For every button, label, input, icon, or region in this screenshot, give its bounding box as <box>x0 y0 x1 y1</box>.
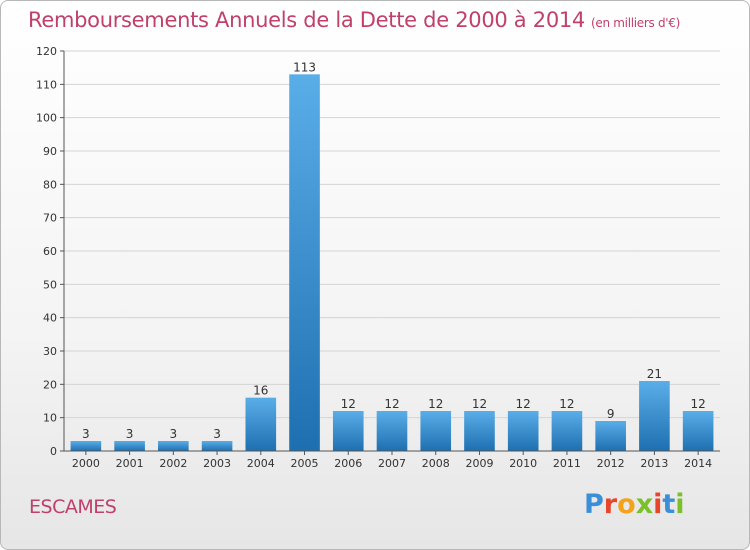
bar-2012 <box>595 421 626 451</box>
bar-2014 <box>682 411 714 451</box>
bar-2000 <box>70 441 102 451</box>
x-tick-label: 2010 <box>509 457 537 470</box>
bar-2007 <box>376 411 408 451</box>
bar-2003 <box>201 441 233 451</box>
proxiti-logo: Proxiti <box>584 489 685 520</box>
x-tick-label: 2008 <box>422 457 450 470</box>
logo-letter: i <box>675 489 685 520</box>
value-label: 9 <box>607 407 615 421</box>
value-label: 12 <box>428 397 443 411</box>
logo-letter: P <box>584 489 604 520</box>
chart-title: Remboursements Annuels de la Dette de 20… <box>28 8 680 32</box>
y-tick-label: 0 <box>50 445 57 458</box>
value-label: 12 <box>690 397 705 411</box>
value-label: 12 <box>559 397 574 411</box>
bar-2009 <box>464 411 495 451</box>
axes <box>60 50 720 455</box>
labels: 0 10 20 30 40 50 60 70 80 90 100 110 120 2000 3 2001 3 20… <box>36 45 712 470</box>
bar-2011 <box>551 411 583 451</box>
bar-2008 <box>420 411 452 451</box>
y-tick-label: 100 <box>36 112 57 125</box>
y-tick-label: 80 <box>43 178 57 191</box>
y-tick-label: 70 <box>43 212 57 225</box>
value-label: 21 <box>647 367 662 381</box>
logo-letter: t <box>662 489 676 520</box>
value-label: 3 <box>170 427 178 441</box>
y-tick-label: 10 <box>43 412 57 425</box>
commune-name: ESCAMES <box>29 496 117 518</box>
x-tick-label: 2007 <box>378 457 406 470</box>
x-tick-label: 2012 <box>597 457 625 470</box>
bar-2002 <box>158 441 189 451</box>
y-tick-label: 60 <box>43 245 57 258</box>
x-tick-label: 2014 <box>684 457 712 470</box>
value-label: 12 <box>384 397 399 411</box>
chart-unit: (en milliers d'€) <box>591 16 681 30</box>
x-tick-label: 2000 <box>72 457 100 470</box>
y-tick-label: 20 <box>43 378 57 391</box>
x-tick-label: 2011 <box>553 457 581 470</box>
value-label: 3 <box>82 427 90 441</box>
value-label: 3 <box>213 427 221 441</box>
value-label: 3 <box>126 427 134 441</box>
x-tick-label: 2004 <box>247 457 275 470</box>
y-tick-label: 50 <box>43 278 57 291</box>
y-tick-label: 30 <box>43 345 57 358</box>
bars <box>70 74 714 451</box>
value-label: 12 <box>472 397 487 411</box>
y-tick-label: 120 <box>36 45 57 58</box>
bar-2010 <box>507 411 539 451</box>
logo-letter: x <box>635 489 654 520</box>
bar-2001 <box>114 441 145 451</box>
x-tick-label: 2005 <box>291 457 319 470</box>
x-tick-label: 2002 <box>159 457 187 470</box>
y-tick-label: 40 <box>43 312 57 325</box>
value-label: 12 <box>516 397 531 411</box>
logo-letter: r <box>603 489 618 520</box>
logo-letter: o <box>617 489 636 520</box>
x-tick-label: 2001 <box>116 457 144 470</box>
x-tick-label: 2009 <box>465 457 493 470</box>
bar-2006 <box>332 411 364 451</box>
x-tick-label: 2006 <box>334 457 362 470</box>
grid-lines <box>64 50 720 452</box>
bar-2004 <box>245 397 277 451</box>
bar-2013 <box>639 381 670 451</box>
value-label: 12 <box>341 397 356 411</box>
value-label: 16 <box>253 384 268 398</box>
y-tick-label: 90 <box>43 145 57 158</box>
y-tick-label: 110 <box>36 78 57 91</box>
logo-letter: i <box>653 489 663 520</box>
value-label: 113 <box>293 60 316 74</box>
x-tick-label: 2013 <box>640 457 668 470</box>
bar-2005 <box>289 74 320 451</box>
chart-title-text: Remboursements Annuels de la Dette de 20… <box>28 8 585 32</box>
x-tick-label: 2003 <box>203 457 231 470</box>
